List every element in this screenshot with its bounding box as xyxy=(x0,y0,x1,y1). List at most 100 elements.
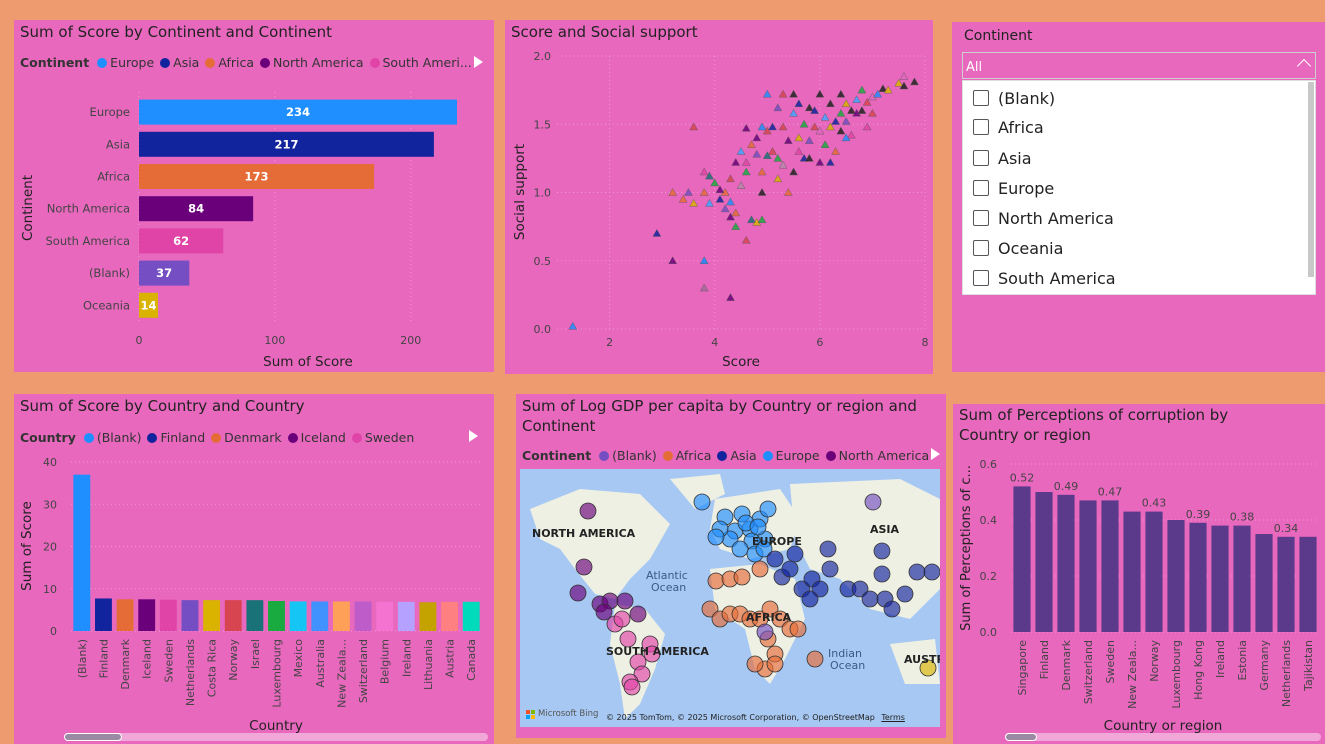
checkbox[interactable] xyxy=(973,180,989,196)
scatter-point xyxy=(831,117,840,125)
scatter-point xyxy=(804,136,814,144)
x-tick-label: 6 xyxy=(816,336,823,349)
scatter-point xyxy=(847,130,856,139)
scatter-point xyxy=(768,147,777,155)
scatter-point xyxy=(741,123,751,132)
x-tick-label: 100 xyxy=(264,334,285,347)
legend-item-europe[interactable]: Europe xyxy=(762,448,820,463)
legend-item-blank[interactable]: (Blank) xyxy=(83,430,141,445)
slicer-select[interactable]: All xyxy=(962,52,1316,79)
map-bubble xyxy=(619,630,637,648)
slicer-option-asia[interactable]: Asia xyxy=(973,147,1032,169)
checkbox[interactable] xyxy=(973,90,989,106)
country-bar-legend: Country (Blank) Finland Denmark Iceland … xyxy=(20,430,420,445)
scatter-point xyxy=(804,153,814,162)
bar-austria xyxy=(441,601,458,631)
bar-norway xyxy=(1145,511,1163,632)
legend-item-sweden[interactable]: Sweden xyxy=(351,430,414,445)
scatter-point xyxy=(894,78,904,87)
legend-next-arrow-icon[interactable] xyxy=(474,56,483,68)
x-tick-label-ireland: Ireland xyxy=(400,639,413,677)
legend-item-africa[interactable]: Africa xyxy=(205,55,254,70)
bar-netherlands xyxy=(181,600,199,631)
scatter-point xyxy=(815,126,825,135)
checkbox[interactable] xyxy=(973,119,989,135)
slicer-option-south-america[interactable]: South America xyxy=(973,267,1116,289)
scatter-point xyxy=(899,81,909,90)
scatter-point xyxy=(820,113,830,121)
scatter-point xyxy=(862,122,872,131)
slicer-scrollbar[interactable] xyxy=(1308,82,1314,277)
y-tick-label: 0.6 xyxy=(980,458,998,471)
horizontal-scrollbar[interactable] xyxy=(64,733,488,741)
map-bubble xyxy=(629,605,647,623)
y-tick-label: 30 xyxy=(43,498,57,511)
horizontal-scrollbar[interactable] xyxy=(1005,733,1321,741)
scatter-point xyxy=(699,256,709,264)
scatter-point xyxy=(699,283,709,292)
scatter-point xyxy=(757,122,767,131)
scatter-point xyxy=(726,293,735,301)
bar-new-zeala xyxy=(1123,511,1141,632)
legend-item-iceland[interactable]: Iceland xyxy=(287,430,346,445)
checkbox[interactable] xyxy=(973,150,989,166)
scatter-point xyxy=(836,126,846,135)
slicer-option-north-america[interactable]: North America xyxy=(973,207,1114,229)
scatter-point xyxy=(820,140,830,148)
slicer-option-blank[interactable]: (Blank) xyxy=(973,87,1055,109)
map-panel: Sum of Log GDP per capita by Country or … xyxy=(516,394,946,738)
checkbox[interactable] xyxy=(973,240,989,256)
slicer-option-europe[interactable]: Europe xyxy=(973,177,1054,199)
map-bubble xyxy=(786,545,804,563)
legend-item-north-america[interactable]: North America xyxy=(260,55,364,70)
y-tick-label: 0.2 xyxy=(980,570,998,583)
data-label-asia: 217 xyxy=(274,137,298,151)
y-tick-label: 1.0 xyxy=(534,187,552,200)
legend-item-africa[interactable]: Africa xyxy=(662,448,711,463)
scatter-point xyxy=(841,99,851,107)
x-tick-label: 8 xyxy=(922,336,929,349)
y-tick-label-africa: Africa xyxy=(97,170,130,184)
scatter-point xyxy=(836,89,846,98)
slicer-option-oceania[interactable]: Oceania xyxy=(973,237,1063,259)
scatter-point xyxy=(815,89,825,98)
legend-item-blank[interactable]: (Blank) xyxy=(599,448,657,463)
map-bubble xyxy=(707,528,725,546)
legend-item-north-america[interactable]: North America xyxy=(825,448,929,463)
bar-tajikistan xyxy=(1299,536,1317,632)
checkbox[interactable] xyxy=(973,270,989,286)
bubble-map[interactable]: NORTH AMERICA SOUTH AMERICA ASIA EUROPE … xyxy=(520,469,940,727)
map-label-atlantic: Atlantic xyxy=(646,569,688,582)
x-tick-label-denmark: Denmark xyxy=(119,638,132,689)
bar-ireland xyxy=(397,601,415,631)
legend-next-arrow-icon[interactable] xyxy=(931,448,940,460)
map-label-indian: Indian xyxy=(828,647,862,660)
legend-item-denmark[interactable]: Denmark xyxy=(211,430,282,445)
map-bubble xyxy=(873,542,891,560)
legend-item-europe[interactable]: Europe xyxy=(97,55,154,70)
y-tick-label: 20 xyxy=(43,541,57,554)
x-tick-label-sweden: Sweden xyxy=(162,639,175,682)
slicer-option-africa[interactable]: Africa xyxy=(973,116,1044,138)
map-label-indian-ocean: Ocean xyxy=(830,659,866,672)
bar-oceania xyxy=(139,292,159,318)
bar-canada xyxy=(462,601,480,631)
legend-item-finland[interactable]: Finland xyxy=(147,430,205,445)
scatter-point xyxy=(810,122,819,131)
map-bubble xyxy=(643,645,661,663)
map-terms-link[interactable]: Terms xyxy=(881,713,905,722)
map-bubble xyxy=(819,540,837,558)
chevron-up-icon[interactable] xyxy=(1296,58,1312,74)
legend-next-arrow-icon[interactable] xyxy=(469,430,478,442)
x-tick-label-new-zeala: New Zeala... xyxy=(335,639,348,708)
y-tick-label: 10 xyxy=(43,583,57,596)
scatter-point xyxy=(731,222,741,230)
checkbox[interactable] xyxy=(973,210,989,226)
legend-item-asia[interactable]: Asia xyxy=(160,55,199,70)
bar-israel xyxy=(246,600,264,631)
country-bar-panel: Sum of Score by Country and Country Coun… xyxy=(14,394,494,744)
map-label-australia: AUSTR xyxy=(904,653,940,666)
legend-item-south-america[interactable]: South Ameri... xyxy=(369,55,472,70)
legend-item-asia[interactable]: Asia xyxy=(717,448,757,463)
bar-finland xyxy=(1035,492,1053,632)
